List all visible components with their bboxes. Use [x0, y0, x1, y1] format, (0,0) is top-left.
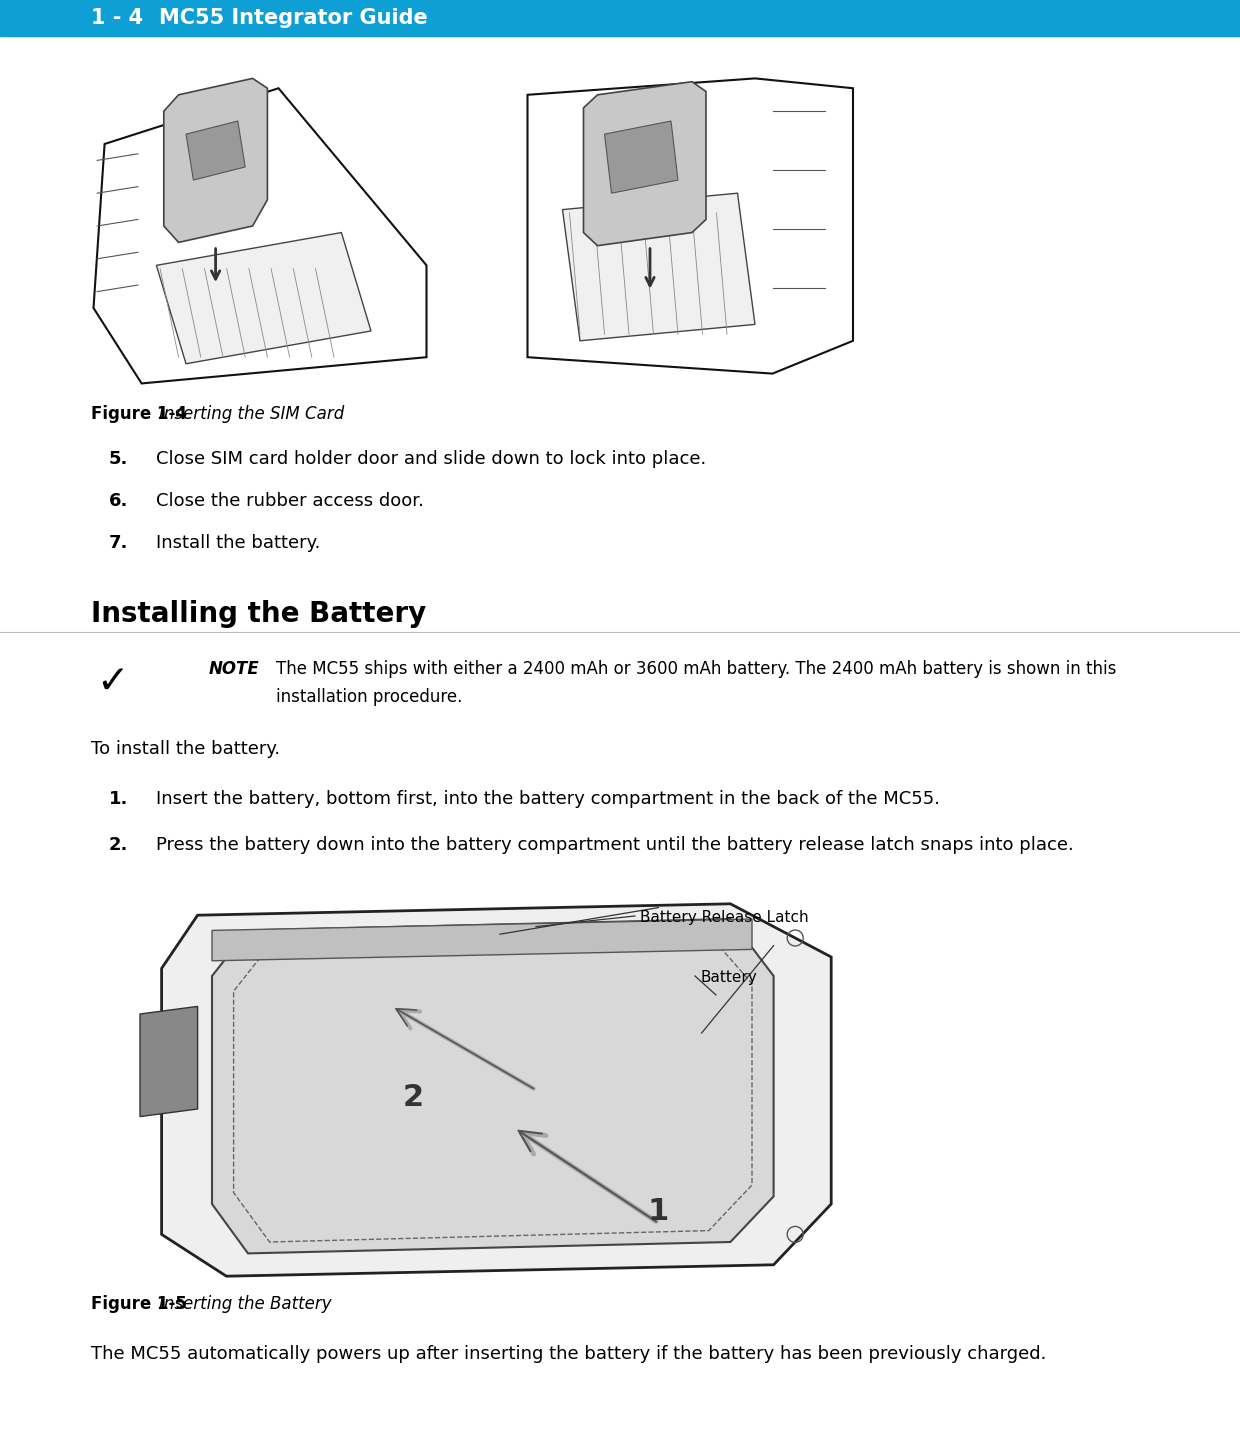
Polygon shape — [161, 903, 831, 1276]
Text: 5.: 5. — [109, 450, 128, 467]
Text: 1: 1 — [647, 1197, 670, 1226]
Text: installation procedure.: installation procedure. — [275, 688, 461, 706]
Polygon shape — [186, 120, 246, 181]
Text: Figure 1-4: Figure 1-4 — [91, 404, 186, 423]
Text: ✓: ✓ — [97, 663, 129, 701]
Text: Insert the battery, bottom first, into the battery compartment in the back of th: Insert the battery, bottom first, into t… — [155, 790, 940, 807]
Text: 6.: 6. — [109, 492, 128, 511]
Polygon shape — [605, 120, 678, 194]
Text: 2.: 2. — [109, 836, 128, 855]
Text: Battery Release Latch: Battery Release Latch — [640, 911, 808, 925]
Text: MC55 Integrator Guide: MC55 Integrator Guide — [159, 9, 428, 29]
Text: Install the battery.: Install the battery. — [155, 533, 320, 552]
Text: Press the battery down into the battery compartment until the battery release la: Press the battery down into the battery … — [155, 836, 1074, 855]
Text: Close SIM card holder door and slide down to lock into place.: Close SIM card holder door and slide dow… — [155, 450, 706, 467]
Polygon shape — [563, 194, 755, 341]
Bar — [0, 0, 1240, 36]
Text: Installing the Battery: Installing the Battery — [91, 599, 425, 628]
Polygon shape — [140, 1007, 197, 1117]
Text: Inserting the SIM Card: Inserting the SIM Card — [159, 404, 343, 423]
Text: Inserting the Battery: Inserting the Battery — [159, 1295, 331, 1314]
Text: 1 - 4: 1 - 4 — [91, 9, 143, 29]
Polygon shape — [584, 82, 706, 245]
Polygon shape — [212, 919, 774, 1253]
Text: Battery: Battery — [701, 969, 756, 985]
Text: Figure 1-5: Figure 1-5 — [91, 1295, 186, 1314]
Polygon shape — [212, 919, 751, 961]
Polygon shape — [527, 79, 853, 374]
Text: NOTE: NOTE — [208, 660, 259, 678]
Text: 2: 2 — [403, 1083, 424, 1113]
Text: 7.: 7. — [109, 533, 128, 552]
Polygon shape — [93, 89, 427, 383]
Polygon shape — [164, 79, 268, 242]
Text: Close the rubber access door.: Close the rubber access door. — [155, 492, 423, 511]
Text: To install the battery.: To install the battery. — [91, 740, 280, 759]
Text: The MC55 automatically powers up after inserting the battery if the battery has : The MC55 automatically powers up after i… — [91, 1345, 1045, 1362]
Text: 1.: 1. — [109, 790, 128, 807]
Polygon shape — [156, 232, 371, 364]
Text: The MC55 ships with either a 2400 mAh or 3600 mAh battery. The 2400 mAh battery : The MC55 ships with either a 2400 mAh or… — [275, 660, 1116, 678]
